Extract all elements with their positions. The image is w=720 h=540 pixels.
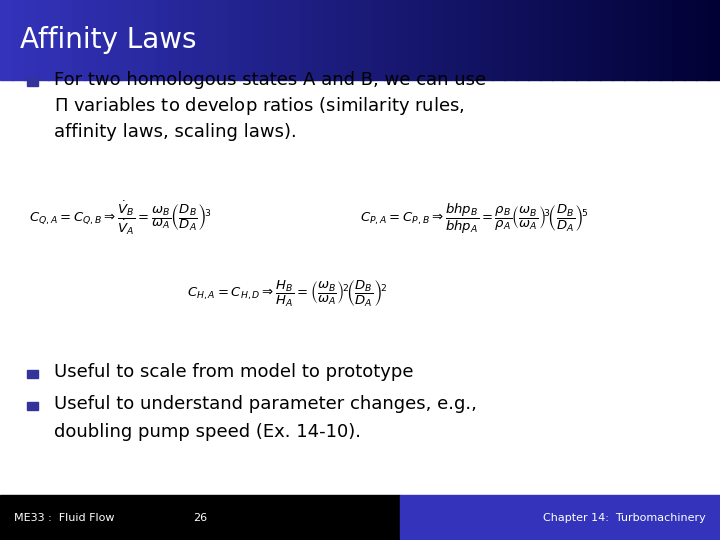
Bar: [420, 0, 433, 80]
Bar: [408, 0, 421, 80]
Bar: [240, 0, 253, 80]
Text: ME33 :  Fluid Flow: ME33 : Fluid Flow: [14, 512, 115, 523]
Bar: [492, 0, 505, 80]
Text: affinity laws, scaling laws).: affinity laws, scaling laws).: [54, 123, 297, 141]
Bar: [360, 0, 374, 80]
Bar: [648, 0, 662, 80]
Bar: [564, 0, 577, 80]
Bar: [432, 0, 446, 80]
Bar: [600, 0, 613, 80]
Text: Useful to understand parameter changes, e.g.,: Useful to understand parameter changes, …: [54, 395, 477, 413]
Bar: [396, 0, 410, 80]
Bar: [456, 0, 469, 80]
Bar: [576, 0, 590, 80]
Bar: [696, 0, 709, 80]
Text: $C_{Q,A} = C_{Q,B} \Rightarrow \dfrac{\dot{V}_B}{\dot{V}_A} = \dfrac{\omega_B}{\: $C_{Q,A} = C_{Q,B} \Rightarrow \dfrac{\d…: [29, 200, 212, 238]
Bar: [672, 0, 685, 80]
Text: Chapter 14:  Turbomachinery: Chapter 14: Turbomachinery: [543, 512, 706, 523]
Bar: [660, 0, 673, 80]
Bar: [0, 0, 14, 80]
Bar: [156, 0, 169, 80]
Bar: [324, 0, 338, 80]
Bar: [264, 0, 277, 80]
Bar: [84, 0, 97, 80]
Text: Affinity Laws: Affinity Laws: [20, 26, 197, 54]
Bar: [228, 0, 241, 80]
Bar: [540, 0, 554, 80]
Bar: [588, 0, 601, 80]
Text: 26: 26: [193, 512, 207, 523]
Bar: [27, 78, 37, 86]
Bar: [384, 0, 397, 80]
Bar: [204, 0, 217, 80]
Text: $C_{H,A} = C_{H,D} \Rightarrow \dfrac{H_B}{H_A} = \left(\dfrac{\omega_B}{\omega_: $C_{H,A} = C_{H,D} \Rightarrow \dfrac{H_…: [187, 279, 387, 309]
Bar: [636, 0, 649, 80]
Text: $\Pi$ variables to develop ratios (similarity rules,: $\Pi$ variables to develop ratios (simil…: [54, 95, 465, 117]
Bar: [0, 80, 720, 495]
Bar: [180, 0, 194, 80]
Bar: [72, 0, 86, 80]
Bar: [120, 0, 133, 80]
Bar: [468, 0, 482, 80]
Bar: [612, 0, 626, 80]
Bar: [168, 0, 181, 80]
Bar: [372, 0, 385, 80]
Bar: [336, 0, 349, 80]
Bar: [132, 0, 145, 80]
Bar: [24, 0, 37, 80]
Bar: [288, 0, 302, 80]
Bar: [36, 0, 50, 80]
Bar: [300, 0, 313, 80]
Text: $C_{P,A} = C_{P,B} \Rightarrow \dfrac{bhp_B}{bhp_A} = \dfrac{\rho_B}{\rho_A}\lef: $C_{P,A} = C_{P,B} \Rightarrow \dfrac{bh…: [360, 201, 589, 236]
Bar: [444, 0, 457, 80]
Text: doubling pump speed (Ex. 14-10).: doubling pump speed (Ex. 14-10).: [54, 423, 361, 441]
Bar: [400, 495, 720, 540]
Bar: [480, 0, 493, 80]
Bar: [624, 0, 637, 80]
Bar: [348, 0, 361, 80]
Bar: [504, 0, 518, 80]
Bar: [552, 0, 565, 80]
Bar: [48, 0, 61, 80]
Bar: [60, 0, 73, 80]
Bar: [252, 0, 266, 80]
Bar: [276, 0, 289, 80]
Bar: [27, 402, 37, 410]
Bar: [516, 0, 529, 80]
Bar: [708, 0, 720, 80]
Bar: [96, 0, 109, 80]
Text: For two homologous states A and B, we can use: For two homologous states A and B, we ca…: [54, 71, 486, 89]
Bar: [312, 0, 325, 80]
Bar: [12, 0, 25, 80]
Bar: [27, 370, 37, 378]
Text: Useful to scale from model to prototype: Useful to scale from model to prototype: [54, 362, 413, 381]
Bar: [108, 0, 122, 80]
Bar: [192, 0, 205, 80]
Bar: [144, 0, 158, 80]
Bar: [528, 0, 541, 80]
Bar: [0, 495, 400, 540]
Bar: [684, 0, 698, 80]
Bar: [216, 0, 230, 80]
